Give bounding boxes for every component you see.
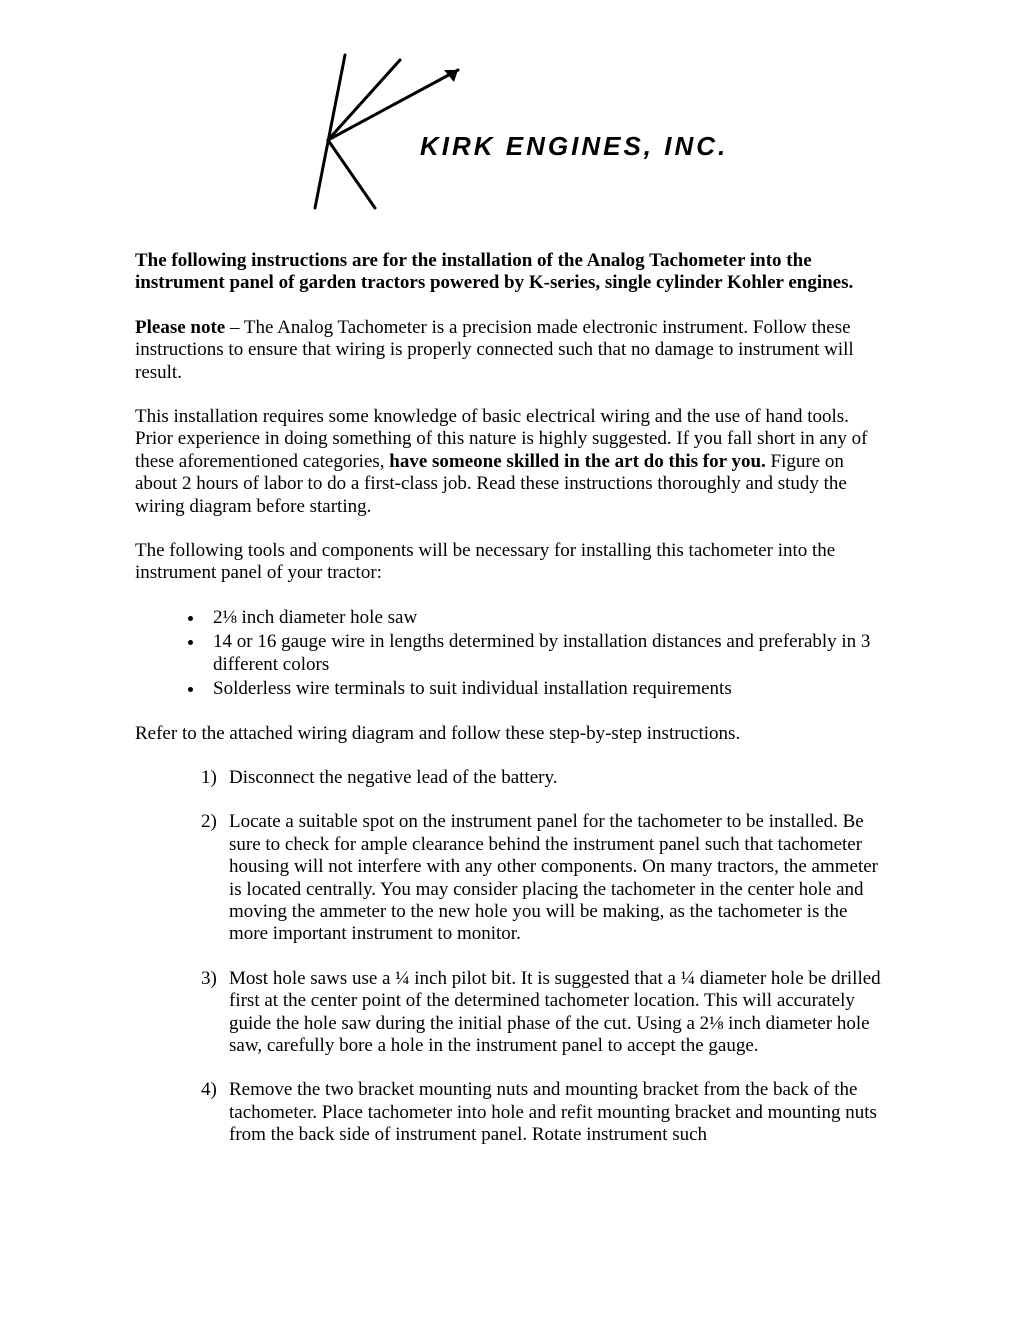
intro-paragraph: The following instructions are for the i… <box>135 250 885 295</box>
refer-paragraph: Refer to the attached wiring diagram and… <box>135 723 885 745</box>
skill-bold: have someone skilled in the art do this … <box>389 451 766 472</box>
list-item: 14 or 16 gauge wire in lengths determine… <box>205 631 885 676</box>
logo-block: KIRK ENGINES, INC. <box>135 40 885 210</box>
skill-paragraph: This installation requires some knowledg… <box>135 406 885 518</box>
list-item: Locate a suitable spot on the instrument… <box>229 811 885 945</box>
document-page: KIRK ENGINES, INC. The following instruc… <box>0 0 1020 1320</box>
please-note-text: – The Analog Tachometer is a precision m… <box>135 317 854 383</box>
please-note-label: Please note <box>135 317 225 338</box>
tools-intro: The following tools and components will … <box>135 540 885 585</box>
list-item: 2⅛ inch diameter hole saw <box>205 607 885 629</box>
company-name: KIRK ENGINES, INC. <box>420 131 728 161</box>
kirk-logo: KIRK ENGINES, INC. <box>230 40 790 210</box>
steps-list: Disconnect the negative lead of the batt… <box>135 767 885 1147</box>
please-note-paragraph: Please note – The Analog Tachometer is a… <box>135 317 885 384</box>
list-item: Solderless wire terminals to suit indivi… <box>205 678 885 700</box>
list-item: Most hole saws use a ¼ inch pilot bit. I… <box>229 968 885 1058</box>
list-item: Remove the two bracket mounting nuts and… <box>229 1079 885 1146</box>
list-item: Disconnect the negative lead of the batt… <box>229 767 885 789</box>
tools-list: 2⅛ inch diameter hole saw 14 or 16 gauge… <box>135 607 885 701</box>
